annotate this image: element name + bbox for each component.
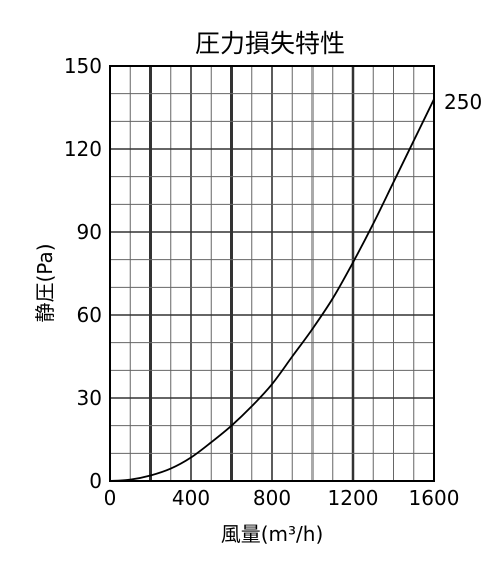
x-axis-label: 風量(m³/h) (221, 522, 324, 546)
x-tick-label: 400 (172, 486, 210, 510)
series-line-250 (109, 98, 435, 482)
y-tick-label: 120 (64, 137, 102, 161)
x-axis-ticks: 0 400 800 1200 1600 (104, 486, 460, 510)
y-tick-label: 150 (64, 54, 102, 78)
grid (110, 66, 434, 481)
plot-frame (109, 65, 435, 482)
y-tick-label: 60 (77, 303, 102, 327)
x-tick-label: 1200 (328, 486, 379, 510)
series-label-250: 250 (444, 90, 482, 114)
y-tick-label: 90 (77, 220, 102, 244)
y-tick-label: 0 (89, 469, 102, 493)
y-tick-label: 30 (77, 386, 102, 410)
x-tick-label: 1600 (409, 486, 460, 510)
x-tick-label: 800 (253, 486, 291, 510)
chart-title: 圧力損失特性 (195, 29, 345, 58)
y-axis-label: 静圧(Pa) (33, 243, 57, 322)
x-tick-label: 0 (104, 486, 117, 510)
y-axis-ticks: 0 30 60 90 120 150 (64, 54, 102, 493)
